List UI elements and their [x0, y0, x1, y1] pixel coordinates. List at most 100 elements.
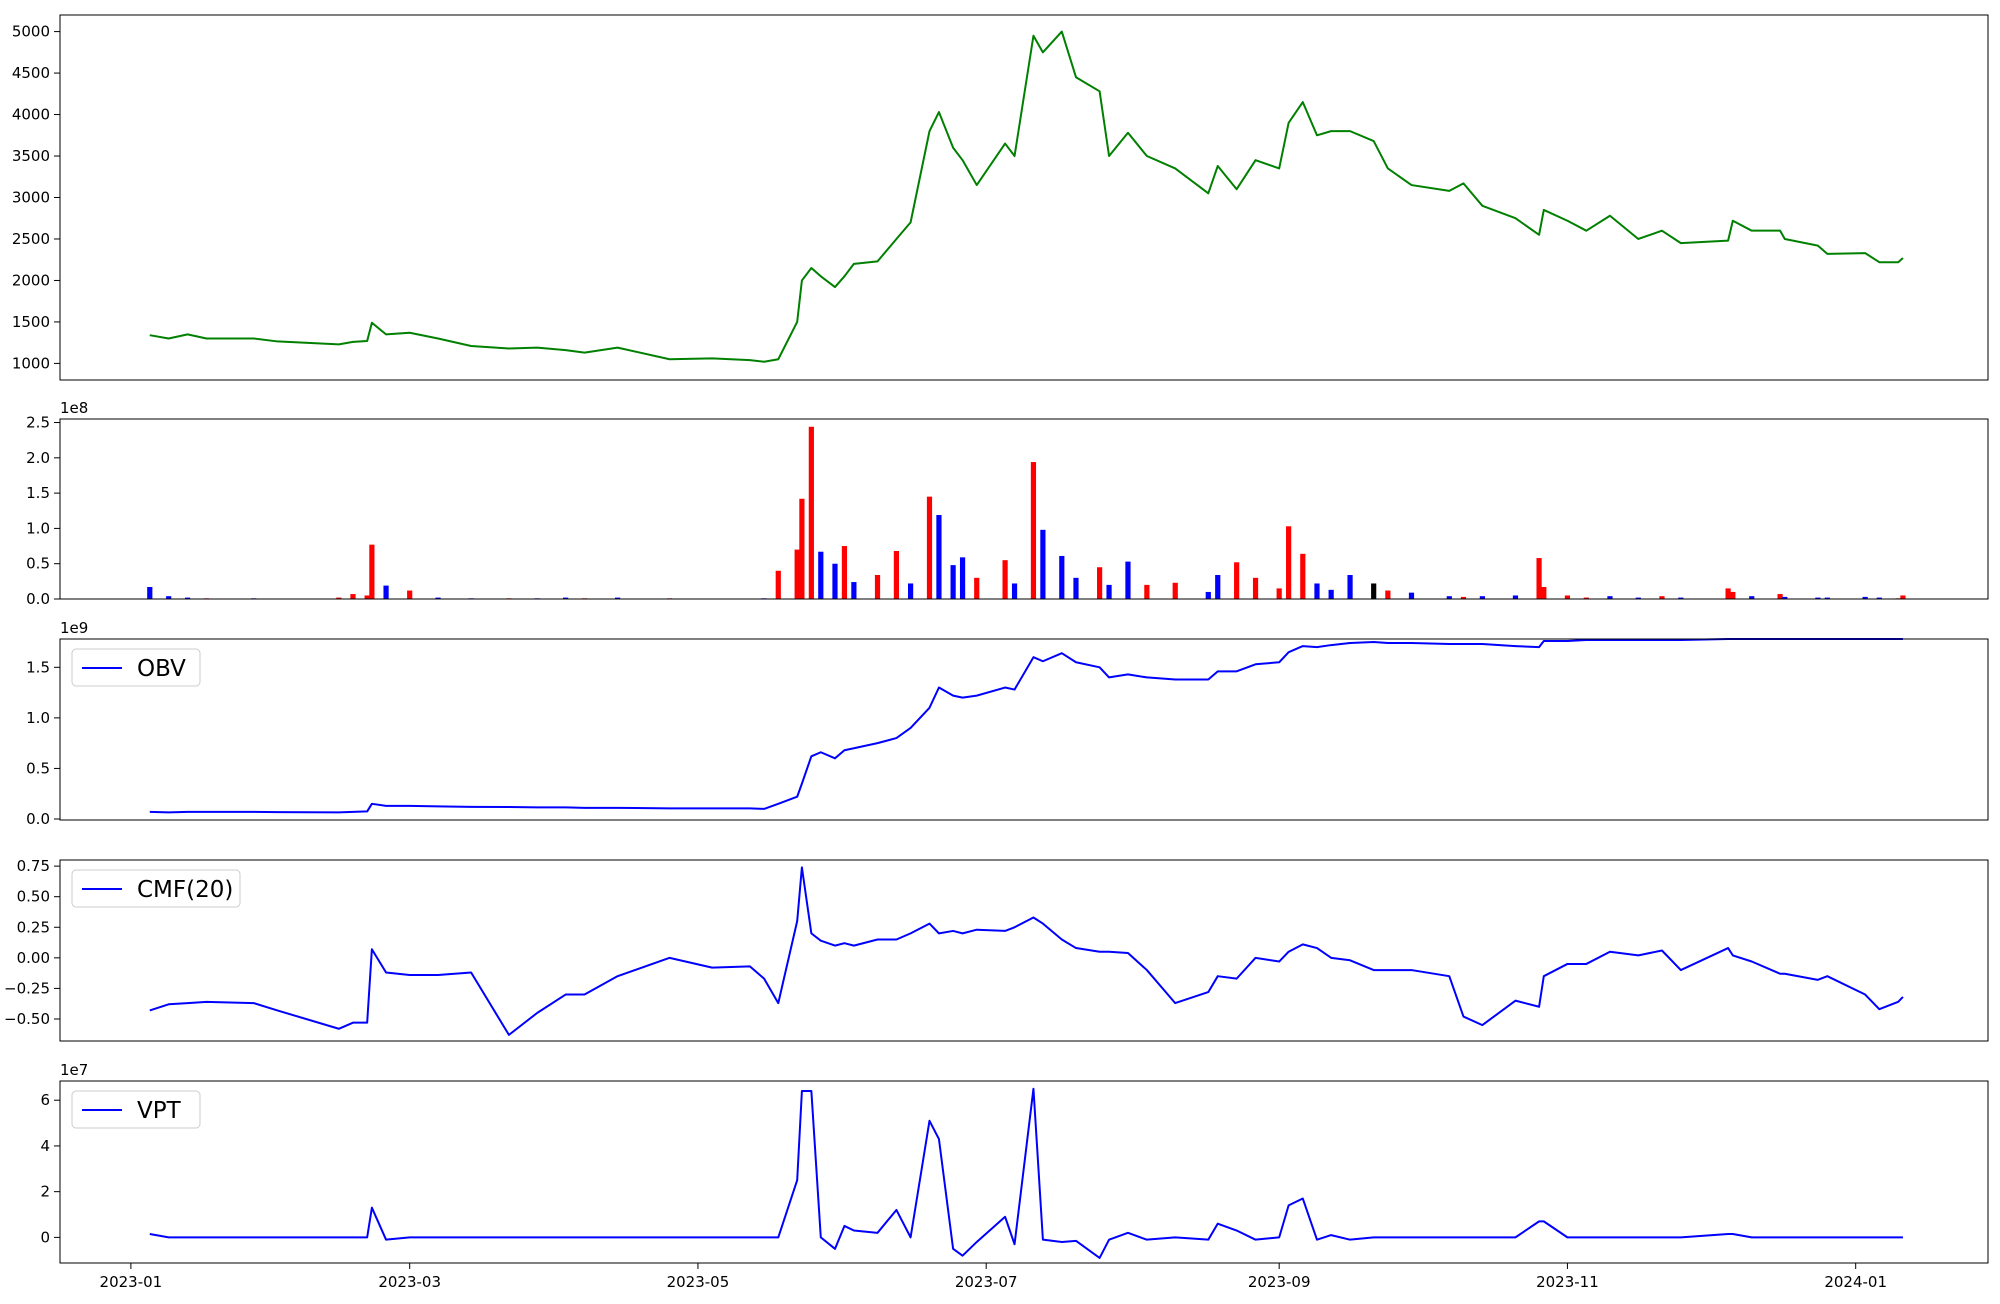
volume-bar [799, 499, 804, 599]
axes-frame [60, 419, 1988, 599]
volume-bar [1215, 575, 1220, 599]
volume-bar [832, 564, 837, 599]
line-series [150, 867, 1903, 1035]
volume-bar [776, 571, 781, 599]
legend-label: CMF(20) [137, 877, 233, 903]
volume-bar [1234, 562, 1239, 599]
volume-bar [1347, 575, 1352, 599]
axes-frame [60, 15, 1988, 380]
volume-bar [1206, 592, 1211, 599]
y-tick-label: 0.0 [26, 810, 50, 828]
y-tick-label: 0 [40, 1228, 50, 1246]
volume-bar [1314, 583, 1319, 599]
volume-bar [1286, 526, 1291, 599]
volume-bar [1073, 578, 1078, 599]
y-tick-label: 1000 [12, 354, 50, 372]
volume-bar [350, 594, 355, 599]
volume-bar [1253, 578, 1258, 599]
volume-bar [936, 515, 941, 599]
y-tick-label: 1.0 [26, 709, 50, 727]
y-tick-label: 6 [40, 1091, 50, 1109]
volume-bar [1097, 567, 1102, 599]
volume-bar [927, 497, 932, 599]
x-tick-label: 2023-03 [378, 1273, 441, 1291]
y-tick-label: 1.5 [26, 484, 50, 502]
volume-bar [818, 552, 823, 599]
volume-bar [1012, 583, 1017, 599]
y-tick-label: 0.75 [17, 857, 50, 875]
y-tick-label: 2 [40, 1183, 50, 1201]
y-tick-label: 5000 [12, 23, 50, 41]
volume-bar [1777, 594, 1782, 599]
volume-bar [1144, 585, 1149, 599]
y-tick-label: −0.50 [4, 1010, 50, 1028]
volume-bar [1125, 562, 1130, 599]
volume-bar [1329, 590, 1334, 599]
axes-frame [60, 639, 1988, 820]
y-tick-label: 1.5 [26, 658, 50, 676]
axes-frame [60, 860, 1988, 1041]
volume-bar [1565, 595, 1570, 599]
volume-bar [1513, 595, 1518, 599]
y-tick-label: −0.25 [4, 979, 50, 997]
line-series [150, 639, 1903, 812]
volume-bar [407, 591, 412, 599]
volume-bar [1409, 593, 1414, 599]
volume-bar [951, 565, 956, 599]
y-tick-label: 4500 [12, 64, 50, 82]
y-tick-label: 3000 [12, 189, 50, 207]
legend-label: VPT [137, 1098, 182, 1124]
volume-bar [842, 546, 847, 599]
y-tick-label: 0.00 [17, 949, 50, 967]
volume-bar [147, 587, 152, 599]
y-tick-label: 0.5 [26, 555, 50, 573]
y-tick-label: 4 [40, 1137, 50, 1155]
y-tick-label: 0.25 [17, 918, 50, 936]
volume-bar [894, 551, 899, 599]
volume-bar [1059, 556, 1064, 599]
x-tick-label: 2023-11 [1536, 1273, 1599, 1291]
y-offset-label: 1e7 [60, 1061, 88, 1079]
volume-bar [1536, 558, 1541, 599]
volume-bar [1725, 588, 1730, 599]
legend-label: OBV [137, 656, 186, 682]
y-tick-label: 3500 [12, 147, 50, 165]
x-tick-label: 2023-09 [1248, 1273, 1311, 1291]
line-series [150, 1089, 1903, 1258]
volume-bar [1173, 583, 1178, 599]
volume-bar [1002, 560, 1007, 599]
volume-bar [1730, 592, 1735, 599]
y-tick-label: 1.0 [26, 519, 50, 537]
y-tick-label: 4000 [12, 106, 50, 124]
volume-bar [795, 550, 800, 599]
x-tick-label: 2023-01 [100, 1273, 163, 1291]
volume-bar [1541, 587, 1546, 599]
volume-bar [1040, 530, 1045, 599]
x-tick-label: 2023-07 [955, 1273, 1018, 1291]
volume-bar [1371, 583, 1376, 599]
volume-bar [960, 557, 965, 599]
y-tick-label: 0.5 [26, 759, 50, 777]
volume-bar [1106, 585, 1111, 599]
volume-bar [875, 575, 880, 599]
y-tick-label: 2.0 [26, 449, 50, 467]
volume-bar [1300, 554, 1305, 599]
volume-bar [1031, 462, 1036, 599]
y-offset-label: 1e8 [60, 399, 88, 417]
volume-bar [383, 586, 388, 599]
y-tick-label: 2.5 [26, 414, 50, 432]
volume-bar [365, 595, 370, 599]
y-tick-label: 0.0 [26, 590, 50, 608]
volume-bar [1900, 595, 1905, 599]
y-tick-label: 2500 [12, 230, 50, 248]
y-offset-label: 1e9 [60, 619, 88, 637]
volume-bar [369, 545, 374, 599]
x-tick-label: 2024-01 [1824, 1273, 1887, 1291]
y-tick-label: 1500 [12, 313, 50, 331]
volume-bar [809, 427, 814, 599]
x-tick-label: 2023-05 [667, 1273, 730, 1291]
volume-bar [1277, 588, 1282, 599]
y-tick-label: 2000 [12, 271, 50, 289]
volume-bar [1385, 591, 1390, 599]
